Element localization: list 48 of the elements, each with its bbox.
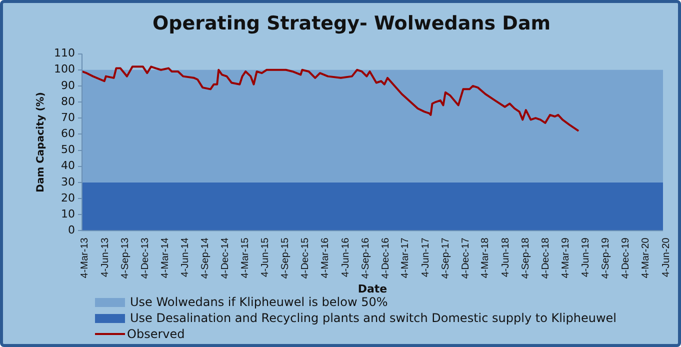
x-tick-label: 4-Jun-13 bbox=[100, 237, 111, 278]
x-tick-label: 4-Sep-15 bbox=[280, 237, 292, 279]
x-tick-label: 4-Mar-13 bbox=[80, 237, 91, 278]
x-tick-label: 4-Dec-15 bbox=[300, 237, 312, 279]
x-tick-label: 4-Sep-14 bbox=[200, 237, 212, 279]
y-tick-label: 90 bbox=[60, 78, 75, 92]
x-tick-label: 4-Mar-19 bbox=[560, 237, 572, 278]
x-tick-label: 4-Sep-17 bbox=[440, 237, 452, 279]
x-tick-label: 4-Dec-13 bbox=[140, 237, 152, 279]
x-tick-label: 4-Dec-19 bbox=[620, 237, 632, 279]
y-tick-label: 20 bbox=[60, 191, 75, 204]
x-axis-title: Date bbox=[358, 282, 388, 296]
x-tick-label: 4-Mar-15 bbox=[240, 237, 251, 278]
y-tick-label: 50 bbox=[60, 143, 75, 156]
x-tick-label: 4-Dec-18 bbox=[540, 237, 552, 279]
x-tick-label: 4-Sep-18 bbox=[520, 237, 532, 279]
x-tick-label: 4-Dec-17 bbox=[460, 237, 472, 279]
x-tick-label: 4-Mar-14 bbox=[160, 237, 171, 278]
x-tick-label: 4-Dec-14 bbox=[220, 237, 232, 279]
y-tick-label: 0 bbox=[68, 224, 75, 237]
x-tick-label: 4-Jun-14 bbox=[180, 237, 191, 278]
x-tick-label: 4-Jun-19 bbox=[580, 237, 592, 278]
x-tick-label: 4-Sep-16 bbox=[360, 237, 372, 279]
y-tick-label: 110 bbox=[54, 46, 75, 60]
y-tick-label: 70 bbox=[60, 110, 75, 124]
y-tick-label: 30 bbox=[60, 175, 75, 188]
x-tick-label: 4-Sep-19 bbox=[600, 237, 612, 279]
legend-label: Observed bbox=[127, 327, 185, 341]
x-tick-label: 4-Mar-17 bbox=[400, 237, 412, 278]
legend-label: Use Desalination and Recycling plants and switch Domestic supply to Klipheuwel bbox=[130, 311, 616, 325]
y-tick-label: 40 bbox=[60, 159, 75, 172]
y-axis-title: Dam Capacity (%) bbox=[36, 92, 47, 192]
x-tick-label: 4-Sep-13 bbox=[120, 237, 132, 279]
x-tick-label: 4-Mar-20 bbox=[640, 237, 652, 278]
y-tick-label: 100 bbox=[54, 62, 75, 76]
y-tick-label: 60 bbox=[60, 127, 75, 140]
x-tick-label: 4-Dec-16 bbox=[380, 237, 392, 279]
x-tick-label: 4-Jun-20 bbox=[660, 237, 672, 278]
x-tick-label: 4-Mar-18 bbox=[480, 237, 492, 278]
y-tick-label: 10 bbox=[60, 207, 75, 220]
x-tick-label: 4-Jun-17 bbox=[420, 237, 432, 278]
x-tick-label: 4-Jun-15 bbox=[260, 237, 272, 278]
x-tick-label: 4-Mar-16 bbox=[320, 237, 332, 278]
chart-title: Operating Strategy- Wolwedans Dam bbox=[152, 12, 551, 34]
x-tick-label: 4-Jun-16 bbox=[340, 237, 352, 278]
legend-label: Use Wolwedans if Klipheuwel is below 50% bbox=[130, 295, 388, 309]
y-tick-label: 80 bbox=[60, 94, 75, 108]
x-tick-label: 4-Jun-18 bbox=[500, 237, 512, 278]
